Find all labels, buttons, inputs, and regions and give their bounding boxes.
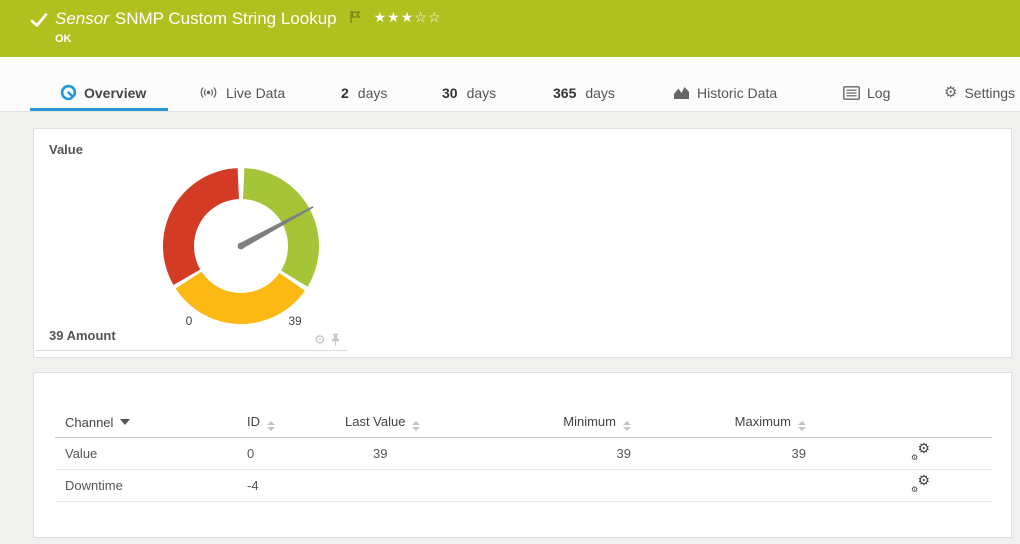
sort-icon — [260, 414, 275, 432]
tab-historic-data[interactable]: Historic Data — [673, 74, 777, 111]
channel-table-panel: Channel ID Last Value Minimum Maximum — [33, 372, 1012, 538]
table-row-downtime: Downtime -4 ⚙ ⚙ — [55, 469, 992, 502]
tab-30-days[interactable]: 30 days — [442, 74, 496, 111]
cell-last-value — [345, 469, 461, 502]
tab-30-days-number: 30 — [442, 84, 458, 101]
page-title: SNMP Custom String Lookup — [114, 9, 337, 28]
tab-overview-label: Overview — [84, 84, 147, 101]
column-header-actions — [820, 409, 992, 438]
gauge-icon — [60, 84, 77, 101]
tab-log[interactable]: Log — [843, 74, 890, 111]
channel-settings-icon[interactable]: ⚙ ⚙ — [911, 440, 930, 462]
column-header-channel[interactable]: Channel — [55, 409, 247, 438]
gauge-needle — [239, 206, 314, 249]
status-badge: OK — [55, 33, 72, 45]
tab-30-days-label: days — [466, 84, 497, 101]
sort-icon — [791, 414, 806, 432]
area-chart-icon — [673, 85, 690, 100]
tab-settings-label: Settings — [964, 84, 1016, 101]
tab-settings[interactable]: ⚙ Settings — [944, 74, 1015, 111]
tab-overview[interactable]: Overview — [29, 74, 169, 111]
gauge-segment-warning-yellow — [175, 271, 305, 324]
cell-minimum: 39 — [461, 437, 645, 470]
column-header-last-value[interactable]: Last Value — [345, 409, 461, 438]
cell-channel: Downtime — [55, 469, 247, 502]
cell-last-value: 39 — [345, 437, 461, 470]
gauge-scale-min: 0 — [185, 314, 193, 328]
gauge-segment-error-red — [163, 168, 239, 285]
sensor-header: Sensor SNMP Custom String Lookup ★★★☆☆ O… — [0, 0, 1020, 57]
log-icon — [843, 85, 860, 100]
tab-log-label: Log — [867, 84, 891, 101]
gauge-panel: Value 0 39 39 Amount ⚙ — [33, 128, 1012, 358]
gauge-panel-title: Value — [49, 142, 83, 157]
cell-minimum — [461, 469, 645, 502]
live-data-icon — [198, 85, 219, 100]
tab-365-days-number: 365 — [553, 84, 577, 101]
column-header-minimum[interactable]: Minimum — [461, 409, 645, 438]
gauge-settings-icon[interactable]: ⚙ — [314, 332, 326, 347]
sort-icon — [405, 414, 421, 432]
channel-table-header-row: Channel ID Last Value Minimum Maximum — [55, 409, 992, 438]
sensor-kind-label: Sensor — [55, 9, 109, 28]
tab-historic-data-label: Historic Data — [697, 84, 778, 101]
tab-2-days-number: 2 — [341, 84, 349, 101]
gauge-channel-label: 39 Amount — [49, 328, 116, 343]
priority-stars[interactable]: ★★★☆☆ — [373, 9, 442, 25]
pin-icon[interactable] — [330, 333, 341, 346]
cell-id: 0 — [247, 437, 345, 470]
table-row-value: Value 0 39 39 39 ⚙ ⚙ — [55, 437, 992, 470]
tab-2-days[interactable]: 2 days — [341, 74, 387, 111]
cell-maximum — [645, 469, 820, 502]
channel-table: Channel ID Last Value Minimum Maximum — [55, 409, 992, 502]
content-area: Value 0 39 39 Amount ⚙ Chan — [0, 112, 1020, 544]
gauge-chart — [161, 166, 321, 326]
gauge-panel-tools: ⚙ — [314, 333, 341, 346]
cell-id: -4 — [247, 469, 345, 502]
column-header-id[interactable]: ID — [247, 409, 345, 438]
tab-2-days-label: days — [357, 84, 388, 101]
tab-live-data[interactable]: Live Data — [198, 74, 285, 111]
cell-maximum: 39 — [645, 437, 820, 470]
sensor-tabbar: Overview Live Data 2 days 30 days 365 — [0, 57, 1020, 112]
sensor-title-line: Sensor SNMP Custom String Lookup ★★★☆☆ — [55, 9, 441, 29]
gauge-segment-ok-green — [243, 168, 319, 287]
sort-icon — [113, 415, 131, 430]
gauge-cell-divider — [35, 350, 348, 351]
cell-channel: Value — [55, 437, 247, 470]
tab-live-data-label: Live Data — [226, 84, 286, 101]
gear-icon: ⚙ — [944, 84, 958, 101]
check-icon — [30, 13, 48, 27]
tab-365-days-label: days — [585, 84, 615, 101]
sort-icon — [616, 414, 631, 432]
column-header-maximum[interactable]: Maximum — [645, 409, 820, 438]
gauge-scale-max: 39 — [288, 314, 302, 328]
channel-settings-icon[interactable]: ⚙ ⚙ — [911, 472, 930, 494]
tab-365-days[interactable]: 365 days — [553, 74, 615, 111]
priority-flag-icon[interactable] — [349, 10, 362, 24]
